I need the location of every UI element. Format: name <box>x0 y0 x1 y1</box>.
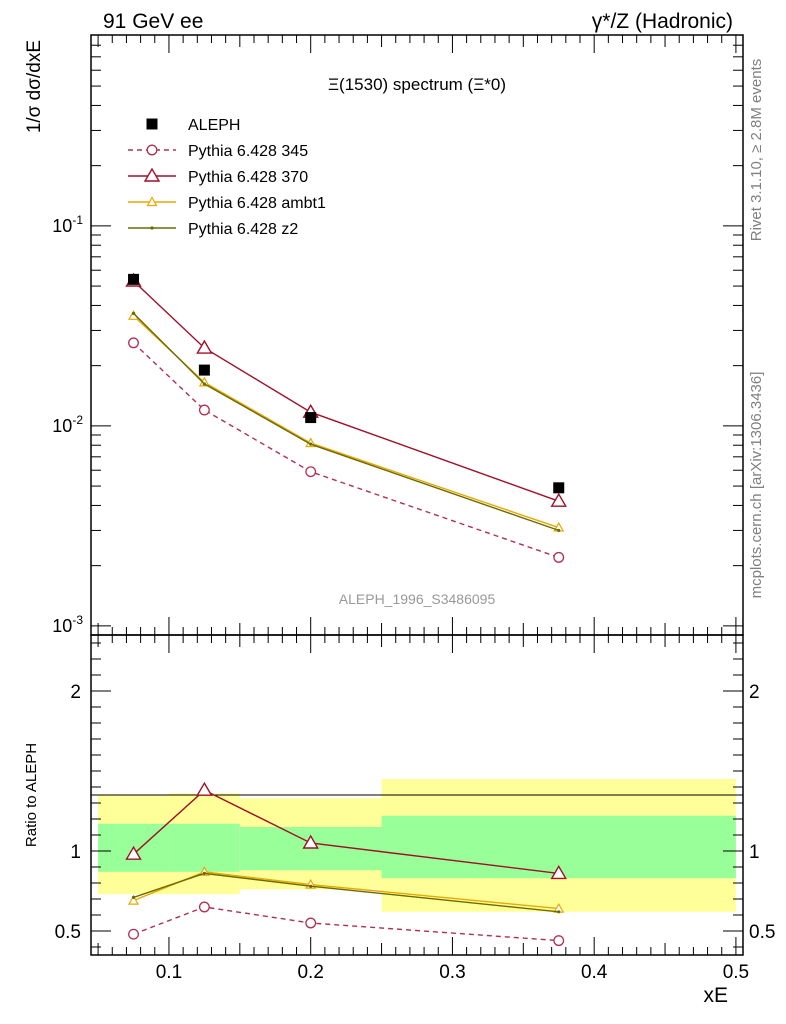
ratio-ytick-label-right: 2 <box>749 682 760 703</box>
legend-label-pythia-6-428-ambt1: Pythia 6.428 ambt1 <box>188 195 326 212</box>
main-point-pythia-6-428-345-3 <box>553 551 565 563</box>
ratio-point-pythia-6-428-ambt1-0 <box>127 894 140 905</box>
main-watermark: ALEPH_1996_S3486095 <box>339 591 496 607</box>
main-point-pythia-6-428-z2-2 <box>309 442 313 446</box>
main-point-aleph-2 <box>305 412 317 424</box>
legend-label-pythia-6-428-z2: Pythia 6.428 z2 <box>188 221 298 238</box>
main-point-pythia-6-428-z2-3 <box>557 528 561 533</box>
ratio-xtick-label: 0.4 <box>581 962 608 983</box>
main-line-pythia-6-428-345 <box>133 342 559 559</box>
ratio-ytick-label-right: 1 <box>749 842 760 863</box>
main-point-pythia-6-428-345-1 <box>198 404 210 416</box>
ratio-xtick-label: 0.2 <box>297 962 323 983</box>
ratio-xtick-label: 0.3 <box>439 962 465 983</box>
main-line-pythia-6-428-z2 <box>133 312 559 532</box>
ratio-point-pythia-6-428-z2-1 <box>202 871 206 876</box>
ratio-stat-band-1 <box>168 823 240 872</box>
ratio-ytick-label: 0.5 <box>55 922 81 943</box>
ratio-point-pythia-6-428-345-3 <box>553 935 565 947</box>
main-point-pythia-6-428-z2-0 <box>131 311 136 315</box>
ratio-point-pythia-6-428-370-3 <box>550 865 567 880</box>
main-line-pythia-6-428-ambt1 <box>133 315 559 529</box>
ratio-ytick-label: 1 <box>70 842 81 863</box>
main-point-pythia-6-428-345-2 <box>305 466 317 478</box>
mcplots-label: mcplots.cern.ch [arXiv:1306.3436] <box>748 372 765 599</box>
ratio-point-pythia-6-428-370-2 <box>302 834 319 849</box>
ratio-frame <box>90 634 744 956</box>
legend-marker-pythia-6-428-ambt1 <box>146 196 158 207</box>
header-right: γ*/Z (Hadronic) <box>592 10 733 33</box>
main-line-pythia-6-428-370 <box>133 280 559 502</box>
legend-marker-aleph <box>146 118 158 130</box>
header-left: 91 GeV ee <box>103 10 203 33</box>
legend-label-aleph: ALEPH <box>188 117 240 134</box>
legend-marker-pythia-6-428-z2 <box>150 226 154 230</box>
ratio-ytick-label-right: 0.5 <box>749 922 775 943</box>
ratio-point-pythia-6-428-z2-3 <box>557 910 561 914</box>
main-point-pythia-6-428-z2-1 <box>202 382 206 386</box>
legend: ALEPH Pythia 6.428 345 Pythia 6.428 370 Pyt… <box>128 117 326 238</box>
main-point-aleph-3 <box>553 482 565 494</box>
rivet-label: Rivet 3.1.10, ≥ 2.8M events <box>748 59 765 242</box>
ratio-xtick-label: 0.1 <box>156 962 182 983</box>
main-point-pythia-6-428-370-1 <box>196 339 213 354</box>
ratio-point-pythia-6-428-370-0 <box>125 845 142 860</box>
legend-label-pythia-6-428-345: Pythia 6.428 345 <box>188 143 308 160</box>
ratio-line-pythia-6-428-ambt1 <box>133 871 559 910</box>
main-ytick-label: 10-2 <box>52 413 83 436</box>
main-title: Ξ(1530) spectrum (Ξ*0) <box>328 75 506 94</box>
main-panel: 10-1 10-2 10-3 Ξ(1530) spectrum (Ξ*0) ALEP… <box>24 34 744 636</box>
ratio-panel: 0.5 0.51 12 20.1 0.2 0.3 0.4 0.5 Ratio to ALEPH… <box>23 634 775 1007</box>
ratio-ylabel: Ratio to ALEPH <box>23 743 40 847</box>
ratio-point-pythia-6-428-345-0 <box>128 928 139 940</box>
x-axis-label: xE <box>703 984 728 1007</box>
main-ylabel: 1/σ dσ/dxE <box>24 40 45 133</box>
main-point-pythia-6-428-345-0 <box>128 337 139 349</box>
ratio-point-pythia-6-428-z2-2 <box>309 884 313 888</box>
ratio-line-pythia-6-428-345 <box>133 906 559 942</box>
ratio-line-pythia-6-428-370 <box>133 789 559 875</box>
main-point-pythia-6-428-370-3 <box>550 492 567 507</box>
ratio-point-pythia-6-428-370-1 <box>196 781 213 796</box>
ratio-xtick-label: 0.5 <box>723 962 749 983</box>
ratio-ytick-label: 2 <box>70 682 81 703</box>
ratio-point-pythia-6-428-345-2 <box>305 917 317 929</box>
legend-marker-pythia-6-428-345 <box>146 144 158 156</box>
main-point-aleph-1 <box>198 364 210 376</box>
ratio-point-pythia-6-428-345-1 <box>198 901 210 913</box>
ratio-line-pythia-6-428-z2 <box>133 872 559 913</box>
main-ytick-label: 10-3 <box>52 613 83 636</box>
ratio-point-pythia-6-428-z2-0 <box>131 895 136 900</box>
main-point-aleph-0 <box>128 273 140 285</box>
main-ytick-label: 10-1 <box>52 213 83 236</box>
legend-marker-pythia-6-428-370 <box>143 167 161 182</box>
legend-label-pythia-6-428-370: Pythia 6.428 370 <box>188 169 308 186</box>
